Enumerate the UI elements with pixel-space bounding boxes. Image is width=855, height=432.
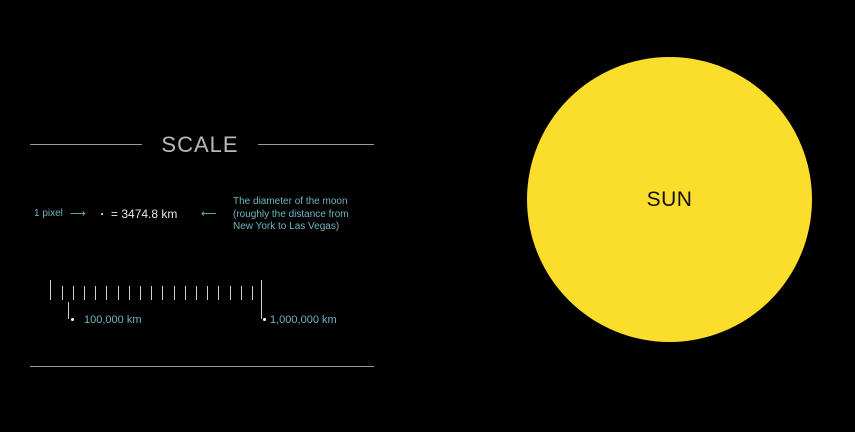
large-distance-label: 1,000,000 km <box>270 314 337 326</box>
ruler-tick <box>196 286 197 300</box>
ruler-tick <box>106 286 107 300</box>
moon-note-line-1: The diameter of the moon <box>233 196 348 207</box>
ruler-tick <box>95 286 96 300</box>
ruler-tick <box>84 286 85 300</box>
pixel-dot <box>101 213 103 215</box>
scale-rule-right <box>258 144 374 145</box>
ruler-tick <box>230 286 231 300</box>
ruler-tick <box>174 286 175 300</box>
ruler-tick <box>241 286 242 300</box>
moon-note: The diameter of the moon (roughly the di… <box>233 196 373 234</box>
scale-title: SCALE <box>161 132 239 157</box>
ruler-tick <box>73 286 74 300</box>
ruler-tick <box>62 286 63 300</box>
pixel-label: 1 pixel <box>34 208 63 219</box>
sun-label: SUN <box>646 187 693 211</box>
small-leader-vertical <box>68 302 69 319</box>
ruler-tick <box>207 286 208 300</box>
arrow-right-icon: ⟶ <box>70 208 86 220</box>
ruler-tick <box>151 286 152 300</box>
pixel-value: = 3474.8 km <box>111 207 178 221</box>
ruler-tick <box>118 286 119 300</box>
scale-rule-left <box>30 144 142 145</box>
scale-rule-bottom <box>30 366 374 367</box>
ruler-tick <box>218 286 219 300</box>
small-distance-label: 100,000 km <box>84 314 142 326</box>
arrow-left-icon: ⟵ <box>201 208 217 220</box>
sun-disc: SUN <box>527 57 812 342</box>
moon-note-line-3: New York to Las Vegas) <box>233 221 340 232</box>
large-leader-dot <box>263 318 266 321</box>
ruler-tick <box>162 286 163 300</box>
ruler-tick <box>129 286 130 300</box>
ruler-tick <box>252 286 253 300</box>
ruler-tick <box>185 286 186 300</box>
ruler-tick-major-end <box>261 280 262 300</box>
small-leader-dot <box>71 318 74 321</box>
large-leader-vertical <box>261 300 262 319</box>
distance-ruler: 100,000 km 1,000,000 km <box>48 280 337 330</box>
moon-note-line-2: (roughly the distance from <box>233 208 349 220</box>
ruler-tick <box>140 286 141 300</box>
ruler-tick-major-start <box>50 280 51 300</box>
